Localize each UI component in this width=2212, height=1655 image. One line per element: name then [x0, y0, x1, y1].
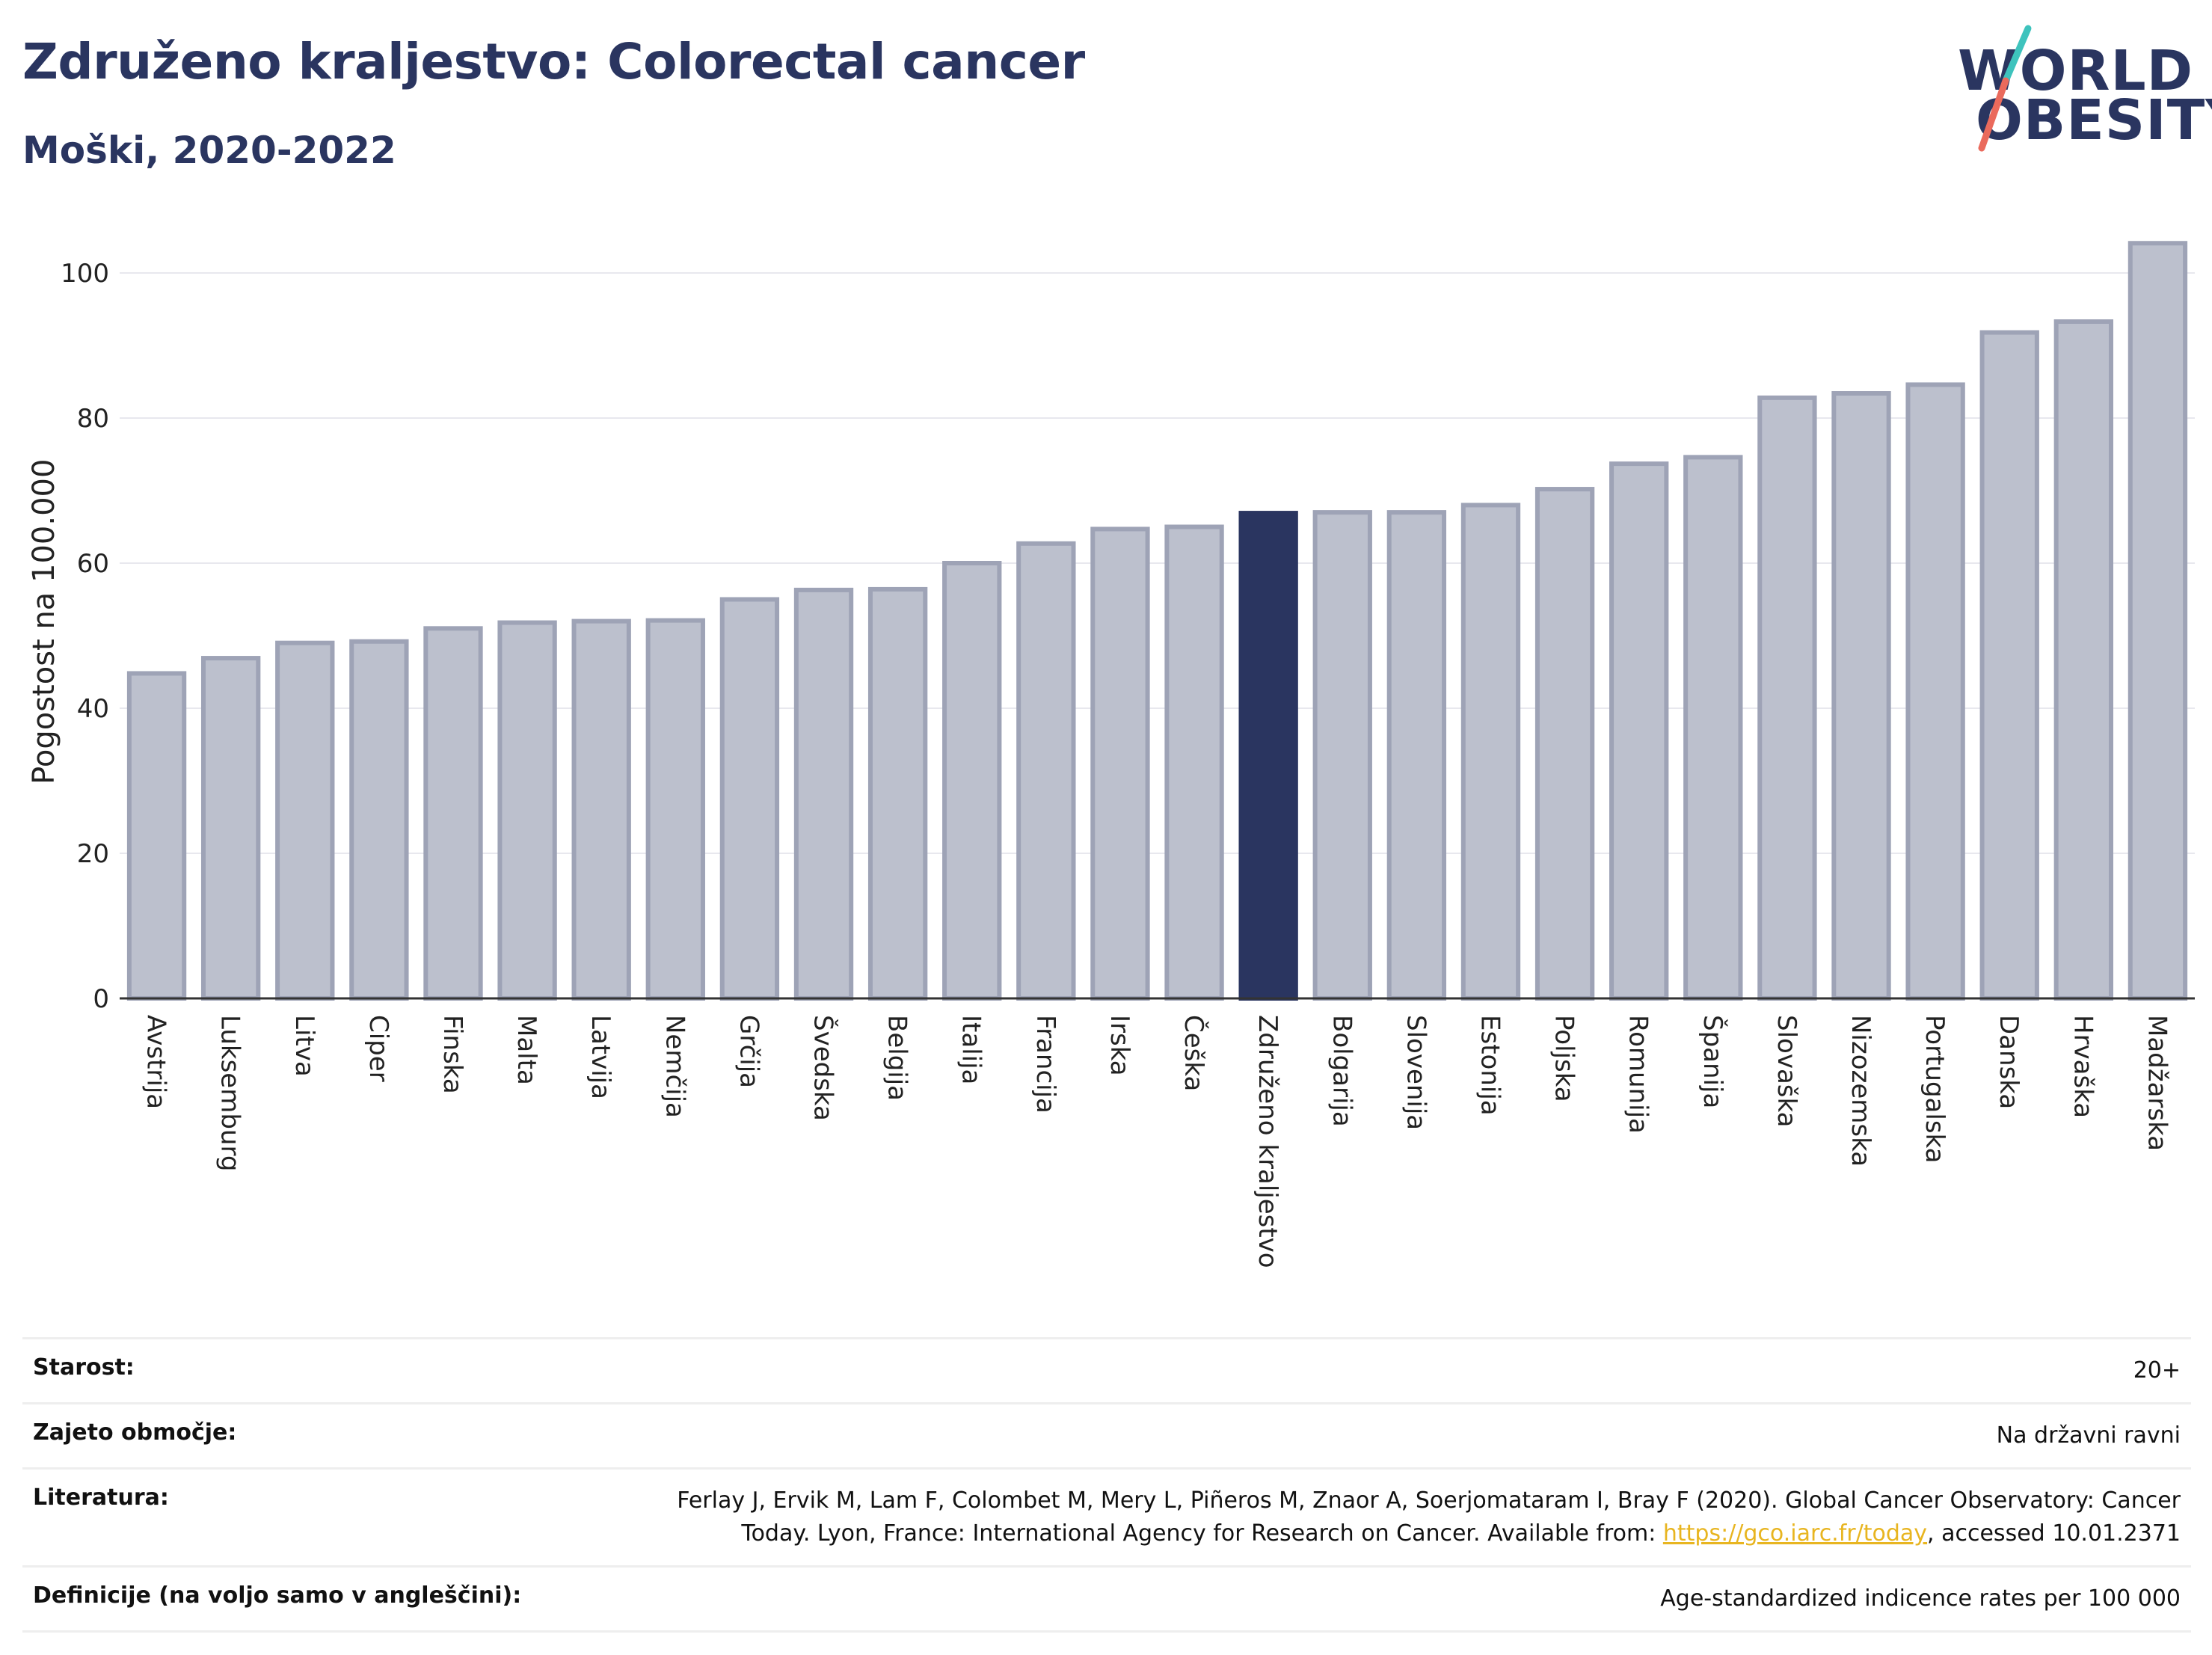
x-tick-label: Hrvaška: [2068, 1015, 2098, 1118]
reference-line-2: Today. Lyon, France: International Agenc…: [741, 1520, 1663, 1547]
x-tick-label: Slovaška: [1772, 1015, 1801, 1127]
x-tick-label: Finska: [437, 1015, 467, 1094]
x-tick-label: Nemčija: [660, 1015, 689, 1118]
bars: [126, 241, 2188, 1001]
bar[interactable]: [1905, 382, 1965, 1001]
y-tick-label: 80: [77, 404, 109, 434]
meta-label: Starost:: [22, 1337, 567, 1404]
x-tick-label: Francija: [1030, 1015, 1060, 1114]
reference-accessed: , accessed 10.01.2371: [1927, 1520, 2181, 1547]
bar[interactable]: [200, 656, 261, 1001]
bar[interactable]: [2127, 241, 2188, 1001]
x-tick-label: Avstrija: [141, 1015, 171, 1109]
x-tick-label: Češka: [1179, 1015, 1209, 1091]
meta-label: Literatura:: [22, 1467, 567, 1568]
bar[interactable]: [497, 620, 557, 1001]
x-tick-label: Slovenija: [1401, 1015, 1431, 1130]
x-tick-label: Malta: [511, 1015, 541, 1085]
x-tick-label: Portugalska: [1920, 1015, 1950, 1163]
bar[interactable]: [1609, 461, 1669, 1001]
x-tick-label: Luksemburg: [215, 1015, 245, 1171]
reference-link[interactable]: https://gco.iarc.fr/today: [1662, 1520, 1928, 1547]
y-tick-label: 0: [93, 984, 109, 1014]
bar[interactable]: [1534, 487, 1595, 1001]
bar[interactable]: [793, 587, 854, 1001]
bar[interactable]: [1016, 541, 1076, 1001]
x-tick-label: Združeno kraljestvo: [1253, 1015, 1282, 1268]
logo-slash-icon: [1978, 25, 2032, 152]
x-tick-label: Irska: [1105, 1015, 1134, 1076]
y-tick-label: 100: [61, 259, 109, 289]
x-tick-label: Bolgarija: [1327, 1015, 1357, 1127]
meta-value: 20+: [567, 1337, 2191, 1404]
y-tick-label: 20: [77, 839, 109, 869]
bar[interactable]: [867, 586, 928, 1001]
bar[interactable]: [349, 639, 409, 1001]
logo-line-1: WORLD: [1958, 39, 2194, 103]
bar[interactable]: [1238, 511, 1298, 1001]
bar[interactable]: [645, 618, 705, 1001]
bar[interactable]: [1683, 455, 1743, 1001]
meta-value: Ferlay J, Ervik M, Lam F, Colombet M, Me…: [567, 1467, 2191, 1568]
x-tick-label: Grčija: [734, 1015, 764, 1088]
logo-line-2: OBESITY: [1976, 88, 2212, 153]
x-tick-label: Italija: [956, 1015, 986, 1084]
chart-title: Združeno kraljestvo: Colorectal cancer: [22, 33, 1085, 90]
x-tick-label: Ciper: [363, 1015, 393, 1082]
bar[interactable]: [1831, 391, 1891, 1001]
x-tick-label: Latvija: [586, 1015, 615, 1099]
chart-subtitle: Moški, 2020-2022: [22, 129, 396, 172]
bar[interactable]: [1090, 526, 1150, 1001]
y-axis-ticks: 0 20 40 60 80 100: [61, 259, 109, 1014]
x-tick-label: Madžarska: [2142, 1015, 2172, 1151]
y-tick-label: 40: [77, 694, 109, 724]
bar[interactable]: [1386, 510, 1447, 1001]
x-tick-label: Švedska: [808, 1015, 839, 1121]
bar[interactable]: [423, 626, 483, 1001]
x-tick-label: Danska: [1994, 1015, 2024, 1109]
world-obesity-logo: WORLD OBESITY: [1944, 22, 2212, 157]
bar[interactable]: [1164, 524, 1224, 1001]
x-tick-label: Španija: [1698, 1015, 1728, 1108]
meta-value: Na državni ravni: [567, 1402, 2191, 1470]
bar[interactable]: [2053, 319, 2114, 1001]
meta-row-definitions: Definicije (na voljo samo v angleščini):…: [22, 1565, 2191, 1633]
meta-row-coverage: Zajeto območje: Na državni ravni: [22, 1402, 2191, 1470]
x-tick-label: Nizozemska: [1846, 1015, 1875, 1167]
x-tick-label: Poljska: [1549, 1015, 1579, 1102]
reference-line-1: Ferlay J, Ervik M, Lam F, Colombet M, Me…: [677, 1487, 2181, 1514]
bar[interactable]: [719, 597, 780, 1001]
bar[interactable]: [942, 561, 1002, 1001]
bar[interactable]: [1312, 510, 1372, 1001]
bar[interactable]: [1757, 395, 1817, 1001]
meta-row-reference: Literatura: Ferlay J, Ervik M, Lam F, Co…: [22, 1467, 2191, 1568]
bar[interactable]: [275, 640, 335, 1001]
meta-label: Zajeto območje:: [22, 1402, 567, 1470]
x-tick-label: Belgija: [882, 1015, 912, 1101]
y-tick-label: 60: [77, 549, 109, 579]
bar[interactable]: [1979, 330, 2039, 1001]
meta-row-age: Starost: 20+: [22, 1337, 2191, 1404]
bar-chart: 0 20 40 60 80 100 Avstrija Luksemburg Litva Cipe…: [27, 241, 2195, 1268]
x-tick-label: Estonija: [1475, 1015, 1505, 1116]
bar[interactable]: [1460, 503, 1521, 1001]
x-tick-label: Romunija: [1623, 1015, 1653, 1134]
meta-label: Definicije (na voljo samo v angleščini):: [22, 1565, 567, 1633]
x-axis-ticks: Avstrija Luksemburg Litva Ciper Finska Malta L…: [141, 1015, 2172, 1268]
y-axis-label: Pogostost na 100.000: [27, 459, 61, 784]
meta-value: Age-standardized indicence rates per 100…: [567, 1565, 2191, 1633]
x-tick-label: Litva: [289, 1015, 319, 1077]
metadata-table: Starost: 20+ Zajeto območje: Na državni …: [22, 1337, 2191, 1633]
bar[interactable]: [571, 618, 631, 1001]
bar[interactable]: [126, 671, 187, 1001]
